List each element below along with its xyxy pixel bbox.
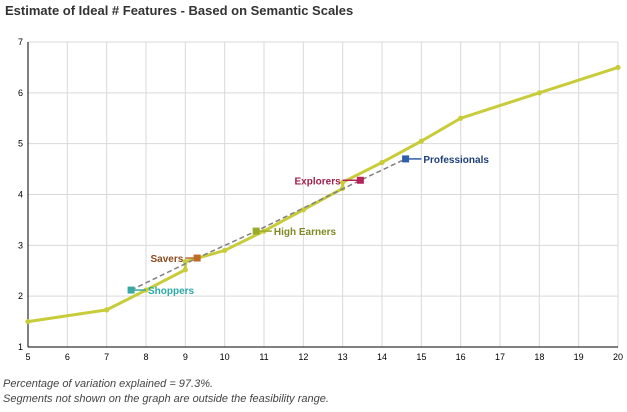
trend-point[interactable]	[615, 64, 621, 71]
trend-point[interactable]	[300, 207, 306, 213]
x-tick-label: 11	[259, 352, 268, 362]
y-tick-label: 7	[18, 37, 23, 47]
x-tick-label: 12	[298, 352, 308, 362]
x-tick-label: 8	[143, 352, 148, 362]
segments-note: Segments not shown on the graph are outs…	[3, 393, 329, 405]
segment-label-savers: Savers	[151, 254, 184, 265]
trend-point[interactable]	[379, 159, 385, 166]
segment-label-shoppers: Shoppers	[148, 286, 195, 297]
x-tick-label: 20	[613, 352, 623, 362]
trend-point[interactable]	[182, 267, 188, 273]
x-tick-label: 10	[220, 352, 230, 362]
x-tick-label: 13	[338, 352, 348, 362]
y-tick-label: 3	[18, 240, 23, 250]
trend-point[interactable]	[418, 138, 424, 144]
x-tick-label: 5	[25, 352, 30, 362]
y-tick-label: 6	[18, 88, 23, 98]
variation-note: Percentage of variation explained = 97.3…	[3, 378, 214, 390]
segment-label-high-earners: High Earners	[274, 227, 337, 238]
x-tick-label: 15	[416, 352, 426, 362]
x-tick-label: 6	[65, 352, 70, 362]
trend-point[interactable]	[104, 307, 110, 313]
x-tick-label: 14	[377, 352, 387, 362]
trend-point[interactable]	[222, 247, 228, 254]
trend-point[interactable]	[536, 90, 542, 96]
trend-point[interactable]	[458, 115, 464, 121]
y-tick-label: 2	[18, 291, 23, 301]
segment-marker-high-earners[interactable]	[252, 227, 260, 235]
segment-label-explorers: Explorers	[295, 176, 342, 187]
y-tick-label: 4	[18, 190, 23, 200]
x-tick-label: 16	[456, 352, 466, 362]
segment-label-professionals: Professionals	[423, 155, 489, 166]
x-tick-label: 9	[183, 352, 188, 362]
y-tick-label: 1	[18, 342, 23, 352]
x-tick-label: 17	[495, 352, 505, 362]
segment-marker-explorers[interactable]	[356, 176, 364, 184]
trend-point[interactable]	[182, 259, 188, 265]
chart-title: Estimate of Ideal # Features - Based on …	[5, 3, 354, 18]
y-tick-label: 5	[18, 139, 23, 149]
segment-marker-savers[interactable]	[193, 254, 201, 262]
trend-point[interactable]	[25, 318, 31, 325]
segment-marker-shoppers[interactable]	[127, 286, 135, 294]
segment-marker-professionals[interactable]	[402, 155, 410, 163]
x-tick-label: 19	[574, 352, 584, 362]
x-tick-label: 18	[534, 352, 544, 362]
x-tick-label: 7	[104, 352, 109, 362]
